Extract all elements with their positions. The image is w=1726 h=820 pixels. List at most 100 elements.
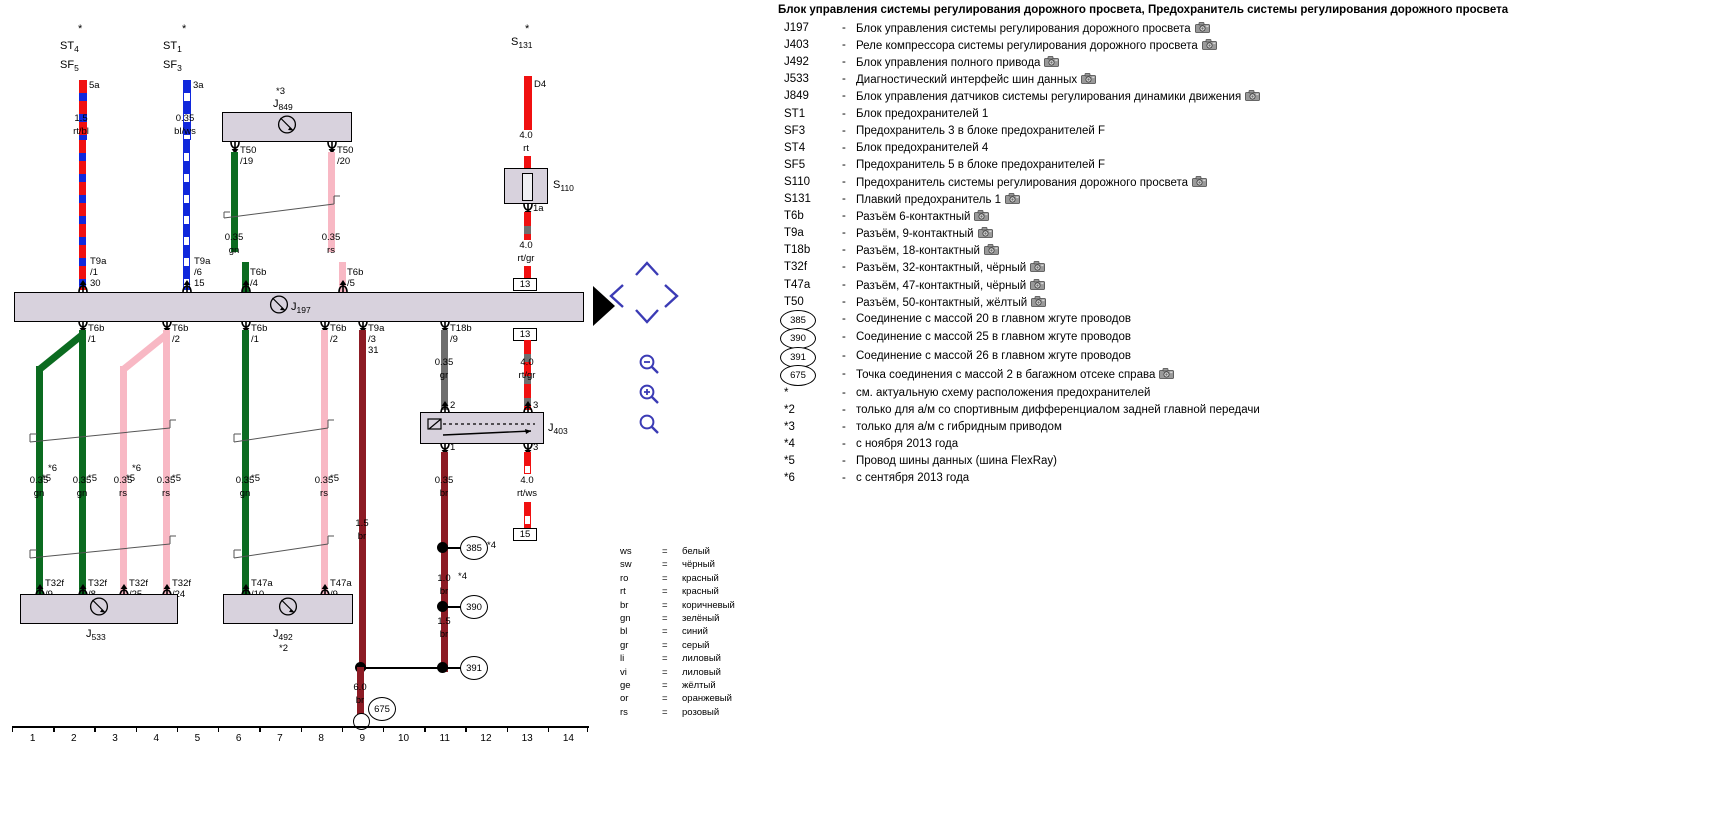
fuse-rating-s131: D4 xyxy=(534,79,547,90)
camera-icon[interactable] xyxy=(1201,39,1217,50)
legend-dash: - xyxy=(842,403,846,416)
fuse-strip-sf3 xyxy=(183,80,191,140)
color-name: чёрный xyxy=(682,559,715,571)
camera-icon[interactable] xyxy=(1005,193,1020,204)
legend-dash: - xyxy=(842,278,846,291)
wire-note-col3-5: *5 xyxy=(126,473,135,484)
wire-note-col2-5: *5 xyxy=(88,473,97,484)
arrow-up-icon[interactable] xyxy=(634,260,660,283)
camera-icon[interactable] xyxy=(1030,278,1046,290)
wire-gauge-br-main: 1.5 xyxy=(355,518,369,529)
wire-note-385: *4 xyxy=(458,571,467,582)
wire-t6b4-in xyxy=(242,262,249,292)
legend-code: ST4 xyxy=(784,141,806,154)
wire-gauge-j403-coil: 0.35 xyxy=(434,475,454,486)
color-abbr: vi xyxy=(620,666,627,678)
camera-icon[interactable] xyxy=(984,244,999,256)
legend-text: Разъём, 32-контактный, чёрный xyxy=(856,261,1046,274)
ruler-tick xyxy=(424,726,426,732)
wire-color-col6: rs xyxy=(320,488,328,499)
legend-text: с ноября 2013 года xyxy=(856,438,959,450)
camera-icon[interactable] xyxy=(1194,22,1210,33)
column-ruler: 1 2 3 4 5 6 7 8 9 10 11 12 13 14 xyxy=(12,726,589,748)
ruler-tick xyxy=(341,726,344,732)
fuse-rating-sf5: 5a xyxy=(89,80,100,91)
legend-dash: - xyxy=(842,261,846,274)
camera-icon[interactable] xyxy=(1245,90,1261,102)
legend-code: J403 xyxy=(784,39,809,52)
arrow-left-icon[interactable] xyxy=(608,283,626,314)
legend-dash: - xyxy=(842,312,846,325)
pin-label-t9a-3: T9a xyxy=(368,323,385,334)
zoom-reset-icon[interactable] xyxy=(638,413,660,440)
fuse-block-label-st1: ST1 xyxy=(163,40,182,55)
pin-arrow-up-j403-3a xyxy=(521,400,534,414)
legend-dash: - xyxy=(842,158,846,171)
ruler-number: 7 xyxy=(277,733,283,744)
wire-color-j849-rs: rs xyxy=(327,245,335,256)
fuse-strip-s131 xyxy=(524,76,532,130)
color-abbr: gn xyxy=(620,612,631,624)
camera-icon[interactable] xyxy=(1031,295,1047,307)
legend-dash: - xyxy=(842,124,846,137)
splice-circle-385: 385 xyxy=(460,536,488,560)
legend-code: *2 xyxy=(784,403,795,416)
wire-gn-col5 xyxy=(242,330,249,594)
ruler-tick xyxy=(382,726,385,732)
wire-color-st1: bl/ws xyxy=(174,126,196,137)
pin-extra-15: 15 xyxy=(194,278,205,289)
legend-code: T32f xyxy=(784,261,808,274)
color-equals: = xyxy=(662,559,668,571)
pin-label-t6b-2b: T6b xyxy=(330,323,347,334)
ruler-tick xyxy=(300,726,302,732)
pin-number-t18b-9: /9 xyxy=(450,334,458,345)
camera-icon[interactable] xyxy=(1044,56,1060,68)
splice-note-385: *4 xyxy=(487,540,496,551)
pin-label-t6b-1b: T6b xyxy=(251,323,268,334)
ruler-tick xyxy=(587,726,589,732)
camera-icon[interactable] xyxy=(974,210,990,221)
color-abbr: sw xyxy=(620,559,632,571)
ruler-number: 9 xyxy=(359,733,366,744)
pin-number-t50-19: /19 xyxy=(240,156,254,167)
relay-coil-icon xyxy=(427,418,539,445)
camera-icon[interactable] xyxy=(1192,176,1207,187)
arrow-right-icon[interactable] xyxy=(662,283,680,314)
camera-icon[interactable] xyxy=(977,227,993,239)
wire-color-s110-out: rt/gr xyxy=(517,253,535,264)
component-label-j849: J849 xyxy=(273,98,293,113)
wire-color-390: br xyxy=(439,629,449,640)
component-label-j197: J197 xyxy=(291,301,311,316)
pin-number-t9a-1: /1 xyxy=(90,267,98,278)
arrow-down-icon[interactable] xyxy=(634,307,660,330)
color-equals: = xyxy=(662,572,668,584)
tilde-circle-icon-j533 xyxy=(89,597,109,622)
schematic-canvas: * ST4 SF5 5a 1.5 rt/bl T9a /1 30 * ST1 S… xyxy=(0,0,770,820)
wire-color-675: br xyxy=(355,695,365,706)
plate-13-top: 13 xyxy=(513,278,537,291)
wire-color-col3: rs xyxy=(119,488,127,499)
wire-gauge-st1: 0.35 xyxy=(175,113,195,124)
ruler-tick xyxy=(94,726,96,732)
camera-icon[interactable] xyxy=(1030,261,1046,273)
component-j533 xyxy=(20,594,178,624)
zoom-out-icon[interactable] xyxy=(638,353,660,380)
camera-icon[interactable] xyxy=(1159,368,1175,380)
pin-number-t50-20: /20 xyxy=(337,156,351,167)
legend-text: только для а/м с гибридным приводом xyxy=(856,420,1062,433)
pin-number-t9a-3: /3 xyxy=(368,334,376,345)
camera-icon[interactable] xyxy=(1081,73,1097,85)
legend-text: только для а/м со спортивным дифференциа… xyxy=(856,403,1260,416)
j849-note: *3 xyxy=(276,86,285,97)
legend-dash: - xyxy=(842,22,846,34)
zoom-in-icon[interactable] xyxy=(638,383,660,410)
legend-code: T9a xyxy=(784,227,804,240)
fuse-element-icon xyxy=(521,173,533,201)
wire-gauge-col6: 0.35 xyxy=(314,475,334,486)
wire-gauge-col3: 0.35 xyxy=(113,475,133,486)
wire-color-s131: rt xyxy=(523,143,529,154)
legend-code: *6 xyxy=(784,472,795,485)
j403-pin-1: 1 xyxy=(450,442,456,453)
wire-color-col5: gn xyxy=(239,488,251,499)
pin-number-t6b-2b: /2 xyxy=(330,334,338,345)
